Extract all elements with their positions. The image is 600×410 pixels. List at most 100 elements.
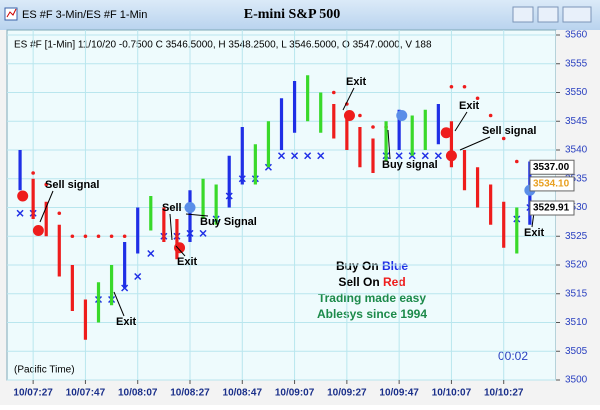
annotation-arrow (113, 291, 125, 317)
price-bar (109, 265, 114, 306)
price-bar (31, 178, 35, 219)
x-tick-label: 10/07:47 (66, 388, 106, 399)
red-stop (501, 136, 506, 141)
sell-note: Sell On Red (338, 275, 405, 289)
price-label-box (529, 176, 575, 192)
x-tick-label: 10/07:27 (13, 388, 53, 399)
annotation: Exit (459, 100, 480, 112)
blue-stop (147, 249, 155, 258)
annotation-arrow (39, 190, 54, 223)
app-icon-glyph (6, 8, 17, 18)
x-tick-label: 10/08:47 (223, 388, 263, 399)
red-stop (44, 182, 49, 187)
price-bar (253, 144, 257, 185)
price-bar (397, 109, 401, 150)
y-tick-label: 3555 (565, 58, 588, 69)
annotation: Buy signal (382, 159, 438, 171)
price-bar (227, 155, 231, 208)
title-bar (0, 0, 600, 30)
signal-dot (343, 110, 355, 121)
blue-stop (317, 152, 325, 160)
price-bar (279, 98, 284, 150)
signal-dot (445, 150, 457, 162)
timezone-label: (Pacific Time) (14, 365, 75, 376)
y-tick-label: 3510 (565, 317, 588, 328)
price-bar (162, 207, 166, 242)
x-tick-label: 10/08:27 (170, 388, 210, 399)
price-bar (18, 150, 22, 191)
close-button[interactable] (562, 6, 592, 23)
price-label: 3537.00 (533, 162, 570, 173)
annotation: Exit (346, 76, 367, 88)
price-bar (449, 121, 454, 168)
red-stop (462, 84, 467, 89)
y-tick-label: 3530 (565, 202, 588, 213)
price-bar (489, 184, 493, 225)
minimize-button[interactable] (512, 6, 534, 23)
price-bar (384, 121, 388, 162)
price-bar (201, 178, 205, 219)
y-tick-label: 3540 (565, 145, 588, 156)
blue-stop (277, 152, 286, 160)
buy-word: Blue (382, 259, 408, 273)
x-tick-label: 10/09:27 (327, 388, 367, 399)
red-stop (83, 234, 88, 239)
chart-layer: 3500 3505 3510 3515 3520 3525 3530 3535 3540 3545… (7, 30, 588, 399)
price-label-box (529, 200, 575, 216)
x-tick-label: 10/09:07 (275, 388, 315, 399)
y-axis-panel (556, 30, 600, 405)
red-stop (358, 113, 362, 118)
price-bar (57, 224, 61, 277)
price-bar (292, 81, 297, 133)
y-tick-label: 3500 (565, 375, 588, 386)
price-bar (462, 150, 467, 191)
price-label: 3534.10 (533, 179, 570, 190)
app-icon (4, 7, 18, 21)
price-label-box (529, 159, 575, 175)
price-bar (214, 184, 218, 225)
price-bar (96, 282, 101, 323)
price-bar (240, 127, 244, 185)
price-bar (123, 242, 127, 288)
price-bar (410, 115, 414, 156)
info-line: ES #F [1-Min] 11/10/20 -0.7500 C 3546.50… (14, 40, 432, 51)
annotation-arrow (454, 111, 468, 132)
annotation-arrow (459, 136, 491, 151)
signal-dot (396, 110, 408, 121)
blue-stop (395, 152, 403, 160)
maximize-button[interactable] (537, 6, 559, 23)
y-tick-label: 3560 (565, 30, 588, 41)
y-tick-label: 3535 (565, 173, 588, 184)
price-bar (188, 190, 192, 242)
price-bar (371, 138, 375, 173)
y-tick-label: 3505 (565, 346, 588, 357)
price-bar (423, 109, 427, 150)
blue-stop (199, 229, 207, 237)
red-stop (57, 211, 62, 216)
price-bar (83, 299, 88, 340)
annotation-arrow (387, 129, 391, 160)
price-bar (319, 92, 323, 133)
y-tick-label: 3545 (565, 116, 588, 127)
price-bar (475, 167, 480, 208)
company: Ablesys since 1994 (317, 307, 427, 321)
buy-prefix: Buy On (336, 259, 379, 273)
price-bar (266, 121, 271, 168)
signal-dot (17, 190, 29, 202)
red-stop (371, 125, 375, 129)
price-bar (70, 265, 74, 311)
price-label: 3529.91 (533, 203, 570, 214)
annotation: Exit (524, 227, 545, 239)
blue-stop (421, 152, 429, 160)
blue-stop (434, 152, 442, 160)
x-tick-label: 10/09:47 (379, 388, 419, 399)
red-stop (122, 234, 127, 239)
price-bar (44, 201, 48, 237)
red-stop (514, 159, 519, 164)
red-stop (31, 171, 35, 175)
red-stop (331, 90, 336, 95)
red-stop (475, 96, 480, 101)
y-tick-label: 3520 (565, 260, 588, 271)
window-title: ES #F 3-Min/ES #F 1-Min (22, 9, 147, 21)
annotation: Exit (116, 316, 137, 328)
